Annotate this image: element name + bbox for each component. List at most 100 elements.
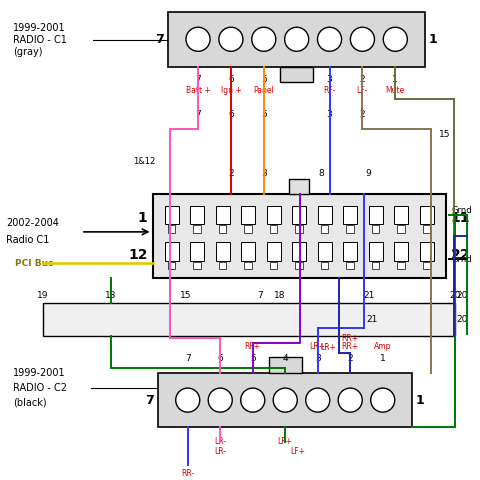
Bar: [317, 205, 331, 224]
Text: (black): (black): [13, 397, 47, 408]
Circle shape: [305, 388, 329, 412]
Bar: [368, 242, 382, 261]
Bar: [168, 12, 424, 67]
Text: 1999-2001: 1999-2001: [13, 368, 66, 378]
Bar: [190, 242, 204, 261]
Text: 13: 13: [105, 291, 116, 300]
Text: 7: 7: [195, 74, 201, 84]
Bar: [43, 303, 454, 336]
Text: LR-: LR-: [214, 437, 226, 446]
Text: 1: 1: [137, 211, 147, 225]
Text: RF-: RF-: [323, 86, 335, 96]
Text: LF+: LF+: [289, 447, 305, 456]
Bar: [376, 388, 388, 398]
Circle shape: [218, 27, 242, 51]
Circle shape: [273, 388, 297, 412]
Text: 5: 5: [260, 110, 266, 119]
Bar: [246, 388, 258, 398]
Bar: [419, 205, 433, 224]
Bar: [419, 242, 433, 261]
Bar: [346, 225, 353, 233]
Text: 6: 6: [228, 74, 233, 84]
Bar: [422, 225, 430, 233]
Bar: [181, 388, 193, 398]
Text: (gray): (gray): [13, 47, 43, 57]
Text: 19: 19: [37, 291, 49, 300]
Circle shape: [370, 388, 394, 412]
Text: 2: 2: [359, 74, 364, 84]
Text: 7: 7: [256, 291, 262, 300]
Text: LR+: LR+: [320, 343, 336, 352]
Circle shape: [337, 388, 361, 412]
Bar: [269, 262, 277, 269]
Bar: [240, 242, 254, 261]
Text: 2: 2: [359, 110, 364, 119]
Text: 4: 4: [282, 354, 288, 363]
Bar: [278, 388, 291, 398]
Text: 5: 5: [249, 354, 255, 363]
Bar: [295, 225, 302, 233]
Text: 2: 2: [347, 354, 352, 363]
Bar: [168, 225, 175, 233]
Bar: [320, 225, 328, 233]
Bar: [218, 262, 226, 269]
Text: 7: 7: [144, 394, 153, 407]
Text: Amp: Amp: [373, 342, 391, 351]
Bar: [371, 225, 379, 233]
Text: LR+: LR+: [309, 342, 325, 351]
Text: Grnd: Grnd: [451, 206, 471, 215]
Text: 3: 3: [314, 354, 320, 363]
Text: 5: 5: [260, 74, 266, 84]
Text: 9: 9: [365, 169, 371, 179]
Bar: [244, 225, 252, 233]
Circle shape: [175, 388, 199, 412]
Text: RF+: RF+: [244, 342, 260, 351]
Text: Ign +: Ign +: [220, 86, 241, 96]
Bar: [320, 262, 328, 269]
Text: 6: 6: [217, 354, 223, 363]
Text: Panel: Panel: [253, 86, 274, 96]
Text: 1: 1: [379, 354, 385, 363]
Text: LR-: LR-: [214, 447, 226, 456]
Text: 20: 20: [456, 314, 467, 324]
Text: 15: 15: [179, 291, 191, 300]
Text: 2002-2004: 2002-2004: [6, 218, 59, 228]
Text: PCI Bus: PCI Bus: [15, 259, 54, 268]
Text: 22: 22: [450, 248, 469, 262]
Text: Batt +: Batt +: [185, 86, 210, 96]
Bar: [288, 179, 309, 194]
Circle shape: [186, 27, 210, 51]
Bar: [266, 242, 280, 261]
Text: RR+: RR+: [341, 342, 358, 351]
Text: 1999-2001: 1999-2001: [13, 23, 66, 33]
Bar: [368, 205, 382, 224]
Bar: [269, 225, 277, 233]
Bar: [193, 225, 201, 233]
Text: Mute: Mute: [385, 86, 404, 96]
Bar: [356, 39, 368, 49]
Bar: [266, 205, 280, 224]
Text: 20: 20: [448, 291, 459, 300]
Circle shape: [317, 27, 341, 51]
Text: 12: 12: [128, 248, 147, 262]
Bar: [158, 373, 411, 428]
Bar: [152, 194, 445, 278]
Text: 1: 1: [428, 33, 437, 46]
Bar: [215, 242, 229, 261]
Text: RR+: RR+: [341, 334, 358, 343]
Text: 3: 3: [260, 169, 266, 179]
Text: 6: 6: [228, 110, 233, 119]
Circle shape: [251, 27, 275, 51]
Text: 11: 11: [450, 211, 469, 225]
Bar: [225, 39, 237, 49]
Bar: [164, 242, 178, 261]
Bar: [396, 225, 404, 233]
Text: 7: 7: [155, 33, 163, 46]
Bar: [422, 262, 430, 269]
Bar: [193, 262, 201, 269]
Bar: [215, 205, 229, 224]
Circle shape: [284, 27, 308, 51]
Bar: [291, 242, 306, 261]
Text: 21: 21: [363, 291, 374, 300]
Text: 3: 3: [326, 74, 332, 84]
